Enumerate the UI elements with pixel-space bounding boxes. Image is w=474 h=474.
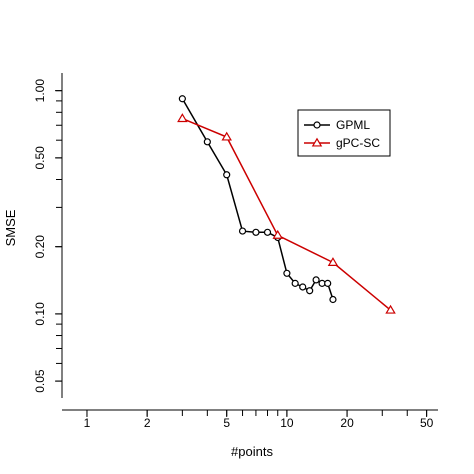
axes: 1 2 5 10 20 50 0.05 0.10 0.20 0.50 1.00 <box>33 73 438 430</box>
data-point <box>177 113 188 123</box>
data-point <box>238 227 247 235</box>
data-point <box>203 138 211 146</box>
y-tick-label: 1.00 <box>33 79 47 103</box>
y-tick-label: 0.05 <box>33 369 47 393</box>
x-tick-label: 2 <box>144 416 151 430</box>
data-point <box>283 269 291 277</box>
legend-label: GPML <box>336 118 370 132</box>
data-point <box>324 279 332 287</box>
data-point <box>306 287 314 295</box>
x-tick-label: 10 <box>280 416 294 430</box>
data-point <box>223 171 231 179</box>
data-point <box>385 304 396 314</box>
legend-label: gPC-SC <box>336 136 380 150</box>
y-tick-label: 0.20 <box>33 235 47 259</box>
data-point <box>291 279 299 287</box>
data-point <box>299 283 307 291</box>
data-point <box>221 131 232 141</box>
plot-series <box>177 95 396 314</box>
data-point <box>329 295 337 304</box>
data-point <box>272 229 283 239</box>
legend-box <box>297 109 391 157</box>
y-tick-label: 0.10 <box>33 302 47 326</box>
legend-marker <box>311 137 323 147</box>
x-tick-label: 5 <box>223 416 230 430</box>
data-point <box>252 228 260 236</box>
x-tick-label: 20 <box>340 416 354 430</box>
legend-marker <box>313 121 321 129</box>
data-point <box>178 95 186 103</box>
x-tick-label: 50 <box>420 416 434 430</box>
data-point <box>312 276 320 284</box>
data-point <box>263 228 272 236</box>
data-point <box>327 257 339 266</box>
x-axis-label: #points <box>231 444 273 459</box>
x-tick-label: 1 <box>84 416 91 430</box>
y-axis-label: SMSE <box>3 209 18 246</box>
y-tick-label: 0.50 <box>33 146 47 170</box>
legend: GPML gPC-SC <box>297 109 391 157</box>
